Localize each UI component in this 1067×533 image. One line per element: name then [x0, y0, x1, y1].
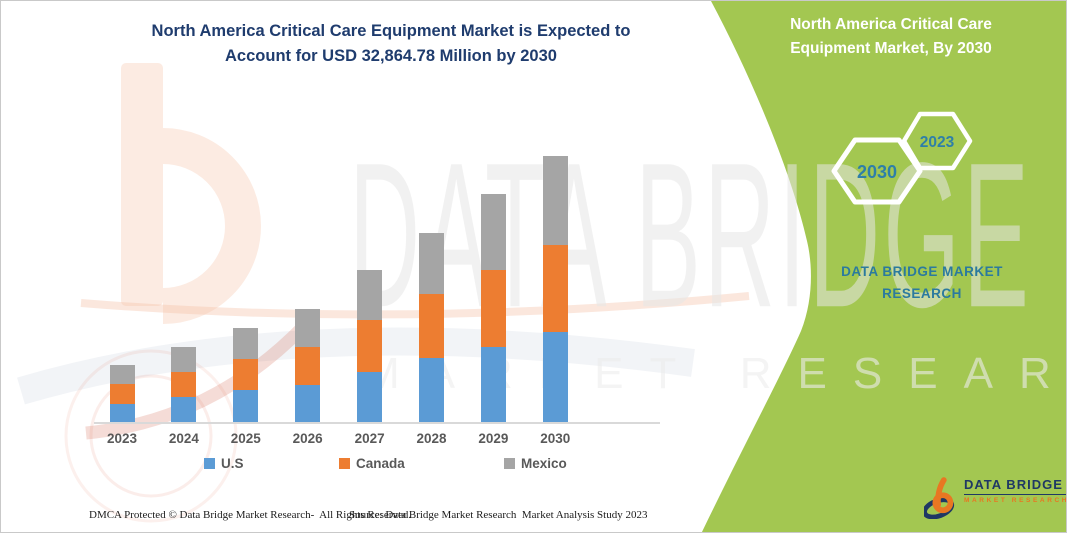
- bar-2024: [171, 140, 197, 422]
- bar-segment-u.s: [480, 346, 506, 422]
- bar-segment-canada: [295, 346, 321, 386]
- bar-segment-u.s: [357, 371, 383, 422]
- bar-segment-mexico: [357, 270, 383, 321]
- legend-item-canada: Canada: [339, 456, 405, 471]
- x-tick-2029: 2029: [478, 431, 509, 446]
- bar-segment-mexico: [295, 308, 321, 347]
- bar-segment-mexico: [233, 327, 259, 359]
- x-tick-2028: 2028: [416, 431, 447, 446]
- data-bridge-logo: DATA BRIDGE MARKET RESEARCH: [924, 477, 1067, 519]
- chart-legend: U.S Canada Mexico: [1, 456, 701, 476]
- x-tick-2023: 2023: [106, 431, 138, 446]
- logo-name: DATA BRIDGE: [964, 477, 1066, 495]
- bar-2023: [109, 140, 135, 422]
- logo-text: DATA BRIDGE MARKET RESEARCH: [964, 477, 1067, 504]
- bar-segment-u.s: [542, 332, 568, 422]
- legend-swatch-us: [204, 458, 215, 469]
- legend-item-mexico: Mexico: [504, 456, 567, 471]
- bar-segment-canada: [542, 245, 568, 332]
- bar-segment-canada: [419, 294, 444, 359]
- bar-2026: [295, 140, 321, 422]
- bar-2029: [480, 140, 506, 422]
- legend-item-us: U.S: [204, 456, 244, 471]
- logo-subtitle: MARKET RESEARCH: [964, 497, 1067, 504]
- bar-segment-canada: [109, 384, 135, 405]
- bar-segment-canada: [171, 371, 197, 397]
- x-tick-2025: 2025: [230, 431, 261, 446]
- banner-title: North America Critical Care Equipment Ma…: [790, 16, 992, 58]
- legend-label-canada: Canada: [356, 456, 405, 471]
- footer-source-text: Source: Data Bridge Market Research Mark…: [349, 509, 648, 521]
- x-axis-labels: 2023 2024 2025 2026 2027 2028 2029 2030: [94, 431, 660, 449]
- bar-segment-mexico: [480, 194, 506, 271]
- logo-b-bowl: [932, 492, 954, 514]
- bar-segment-mexico: [542, 156, 568, 245]
- x-tick-2024: 2024: [168, 431, 199, 446]
- bar-segment-mexico: [109, 365, 135, 385]
- data-bridge-logo-mark: [924, 477, 955, 519]
- legend-label-us: U.S: [221, 456, 244, 471]
- bar-segment-canada: [480, 270, 506, 347]
- bar-segment-mexico: [171, 346, 197, 372]
- bar-segment-u.s: [233, 390, 259, 422]
- bar-chart: [94, 140, 660, 424]
- bar-segment-u.s: [419, 358, 444, 422]
- x-tick-2027: 2027: [354, 431, 385, 446]
- bar-segment-u.s: [171, 396, 197, 422]
- brand-caption: DATA BRIDGE MARKET RESEARCH: [841, 264, 1003, 301]
- footer-dmca-text: DMCA Protected © Data Bridge Market Rese…: [89, 509, 412, 521]
- bar-2030: [542, 140, 568, 422]
- bar-2025: [233, 140, 259, 422]
- bar-segment-u.s: [295, 385, 321, 422]
- x-tick-2026: 2026: [292, 431, 323, 446]
- legend-swatch-canada: [339, 458, 350, 469]
- legend-label-mexico: Mexico: [521, 456, 567, 471]
- bar-segment-mexico: [419, 232, 444, 295]
- chart-title: North America Critical Care Equipment Ma…: [151, 22, 631, 65]
- bar-segment-u.s: [109, 404, 135, 422]
- bar-2028: [419, 140, 444, 422]
- bar-2027: [357, 140, 383, 422]
- bar-segment-canada: [233, 358, 259, 391]
- x-tick-2030: 2030: [540, 431, 571, 446]
- bar-segment-canada: [357, 320, 383, 372]
- legend-swatch-mexico: [504, 458, 515, 469]
